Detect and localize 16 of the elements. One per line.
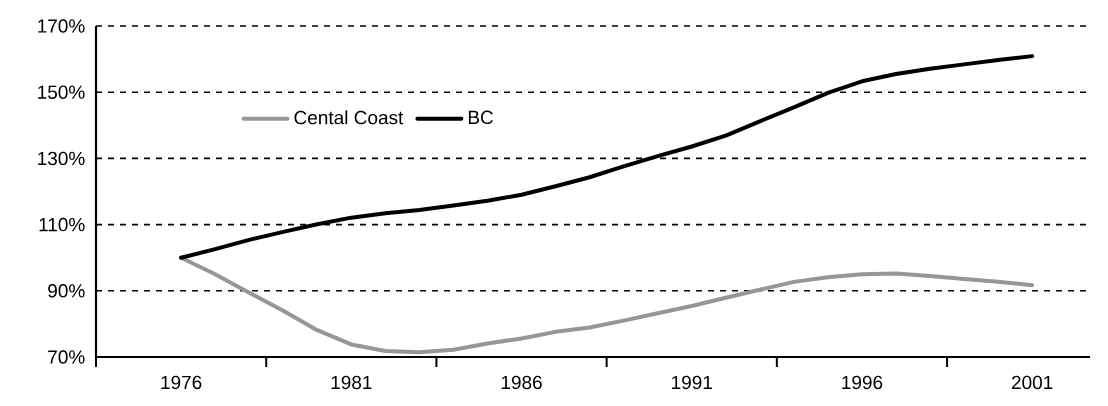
legend-label: Cental Coast: [294, 110, 404, 125]
x-tick-label: 1991: [672, 375, 712, 390]
y-tick-label: 150%: [38, 85, 85, 99]
x-tick-label: 2001: [1011, 375, 1053, 390]
legend-label: BC: [468, 110, 494, 125]
x-tick-label: 1981: [331, 375, 372, 390]
y-tick-label: 110%: [39, 217, 85, 232]
x-tick-label: 1976: [161, 375, 202, 390]
y-tick-label: 90%: [48, 284, 85, 298]
line-series: [179, 54, 1035, 260]
line-series: [179, 255, 1035, 355]
y-tick-label: 170%: [38, 19, 85, 33]
x-tick-label: 1996: [842, 375, 883, 390]
x-tick-label: 1986: [501, 375, 542, 390]
y-tick-label: 70%: [48, 350, 85, 364]
y-tick-label: 130%: [38, 151, 85, 166]
